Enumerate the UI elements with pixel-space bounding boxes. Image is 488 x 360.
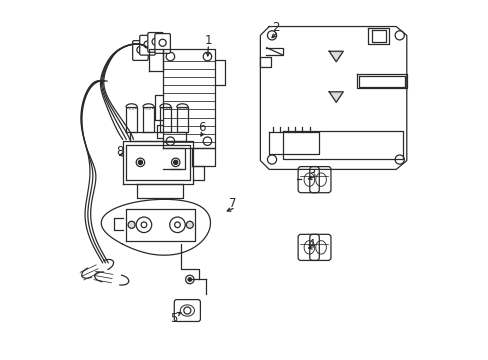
Text: 8: 8	[117, 145, 124, 158]
Circle shape	[186, 221, 193, 228]
FancyBboxPatch shape	[155, 33, 170, 53]
Text: 5: 5	[170, 312, 177, 325]
Circle shape	[188, 278, 191, 281]
Text: 7: 7	[229, 198, 237, 211]
FancyBboxPatch shape	[140, 35, 155, 55]
Text: 4: 4	[307, 238, 315, 251]
Polygon shape	[329, 52, 342, 61]
FancyBboxPatch shape	[132, 41, 148, 60]
Text: 6: 6	[197, 121, 205, 134]
Text: 2: 2	[271, 21, 279, 34]
Polygon shape	[329, 93, 342, 102]
Circle shape	[138, 160, 142, 165]
Circle shape	[173, 160, 178, 165]
Circle shape	[128, 221, 135, 228]
FancyBboxPatch shape	[147, 32, 163, 52]
Text: 3: 3	[307, 168, 315, 181]
Text: 1: 1	[204, 34, 212, 47]
